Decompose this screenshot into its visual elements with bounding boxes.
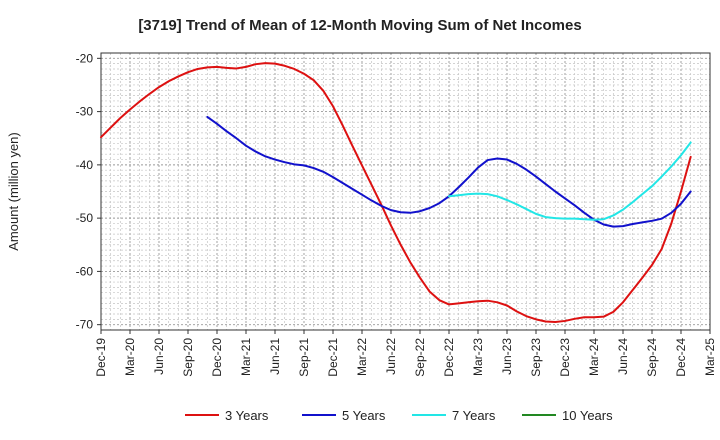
y-tick-label: -20: [76, 51, 94, 65]
x-tick-label: Mar-23: [471, 338, 485, 376]
x-tick-label: Dec-20: [210, 338, 224, 377]
x-tick-label: Sep-21: [297, 338, 311, 377]
x-tick-label: Mar-24: [587, 338, 601, 376]
y-tick-label: -30: [76, 105, 94, 119]
y-tick-label: -50: [76, 211, 94, 225]
x-tick-label: Dec-21: [326, 338, 340, 377]
y-axis-label: Amount (million yen): [6, 132, 21, 251]
x-tick-label: Dec-22: [442, 338, 456, 377]
x-tick-label: Jun-23: [500, 338, 514, 375]
x-tick-label: Dec-23: [558, 338, 572, 377]
series-group: [100, 62, 692, 324]
y-tick-label: -60: [76, 264, 94, 278]
plot-border: [100, 52, 711, 331]
chart-title: [3719] Trend of Mean of 12-Month Moving …: [138, 17, 581, 34]
x-tick-label: Sep-24: [645, 338, 659, 377]
y-axis: -20 -30 -40 -50 -60 -70: [76, 51, 101, 332]
series-line-3-years: [100, 62, 692, 324]
x-tick-label: Sep-22: [413, 338, 427, 377]
legend: 3 Years 5 Years 7 Years 10 Years: [185, 408, 613, 423]
legend-label: 10 Years: [562, 408, 613, 423]
x-tick-label: Sep-23: [529, 338, 543, 377]
x-tick-label: Jun-20: [152, 338, 166, 375]
x-axis: Dec-19 Mar-20 Jun-20 Sep-20 Dec-20 Mar-21 Jun-…: [94, 330, 717, 377]
series-line-7-years: [448, 141, 692, 221]
legend-label: 7 Years: [452, 408, 496, 423]
legend-label: 3 Years: [225, 408, 269, 423]
x-tick-label: Jun-21: [268, 338, 282, 375]
x-tick-label: Mar-25: [703, 338, 717, 376]
y-tick-label: -40: [76, 158, 94, 172]
legend-label: 5 Years: [342, 408, 386, 423]
x-tick-label: Sep-20: [181, 338, 195, 377]
x-tick-label: Dec-24: [674, 338, 688, 377]
x-tick-label: Jun-22: [384, 338, 398, 375]
x-tick-label: Jun-24: [616, 338, 630, 375]
x-tick-label: Dec-19: [94, 338, 108, 377]
x-tick-label: Mar-21: [239, 338, 253, 376]
x-tick-label: Mar-20: [123, 338, 137, 376]
x-tick-label: Mar-22: [355, 338, 369, 376]
y-tick-label: -70: [76, 318, 94, 332]
